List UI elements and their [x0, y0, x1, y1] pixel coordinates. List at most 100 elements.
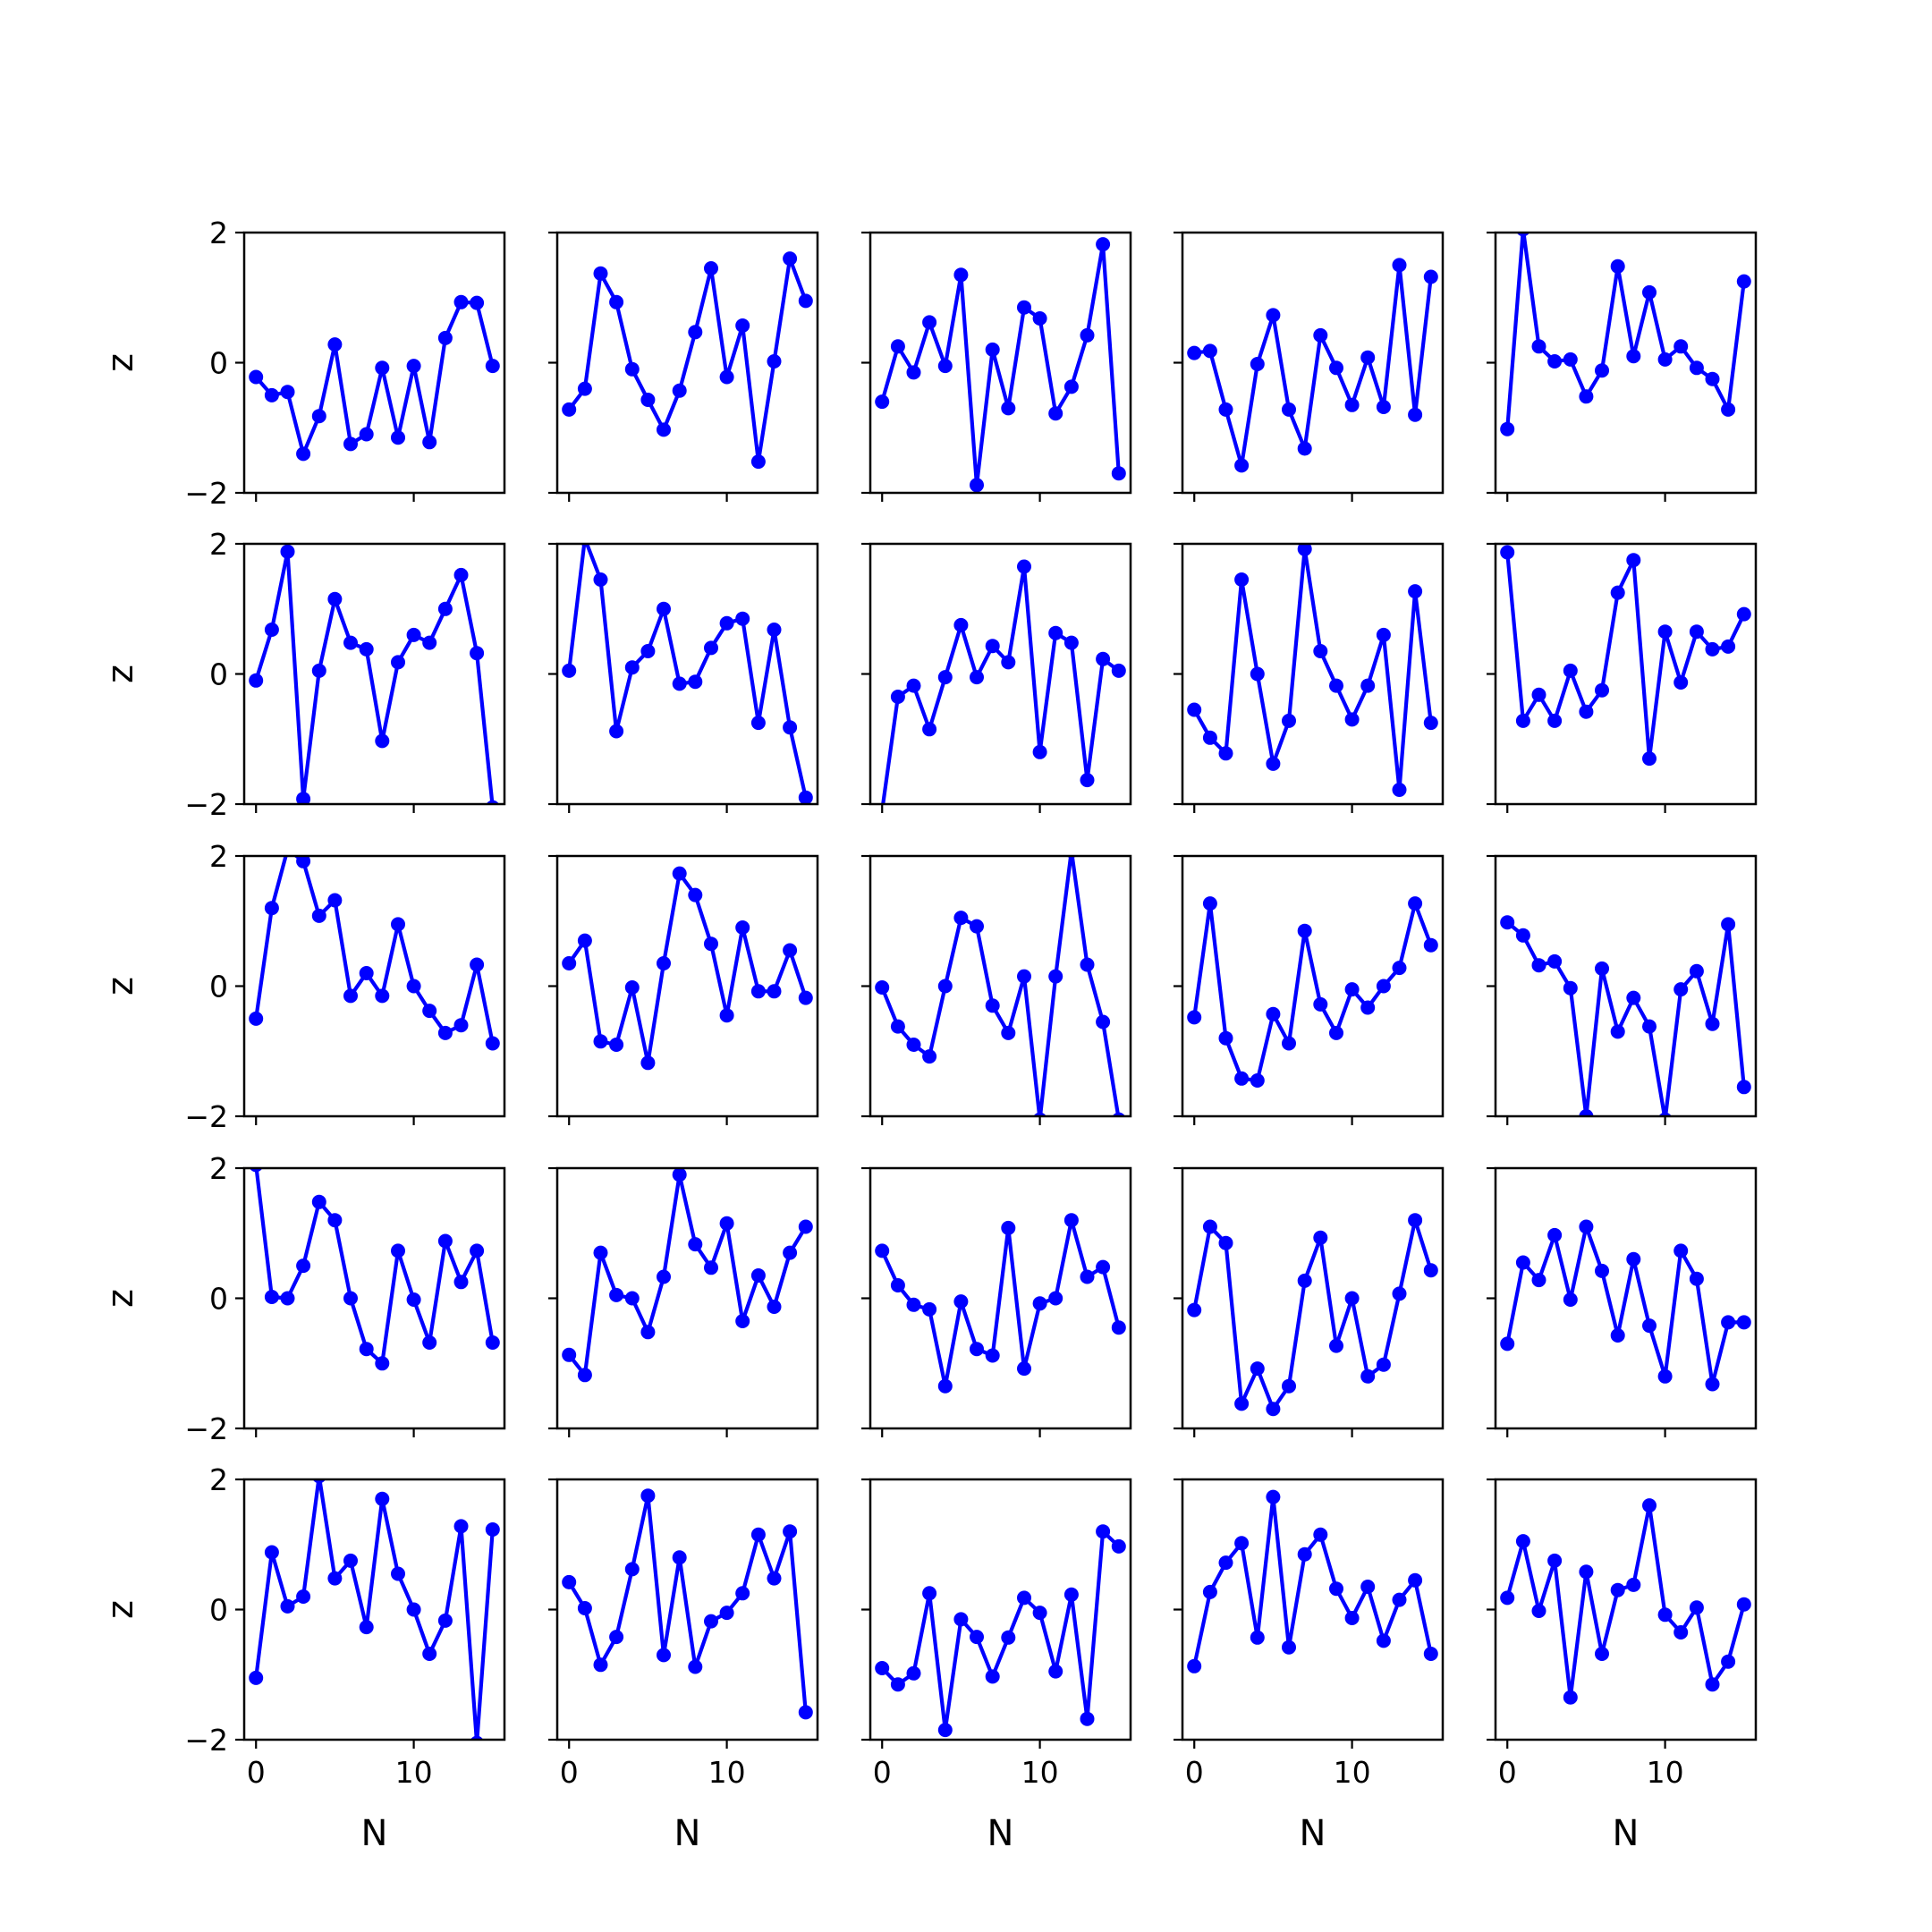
y-tick-label: 0 — [209, 657, 228, 692]
data-point — [1736, 274, 1751, 289]
data-point — [1187, 1658, 1202, 1674]
data-point — [1063, 635, 1079, 650]
data-point — [375, 360, 390, 376]
data-point — [593, 572, 608, 587]
data-point — [1736, 1597, 1751, 1612]
data-point — [672, 383, 687, 398]
data-point — [767, 1571, 782, 1586]
data-point — [906, 365, 921, 380]
data-point — [735, 920, 750, 935]
data-point — [343, 988, 358, 1004]
series-line-group — [875, 1524, 1126, 1738]
panel-r2-c2 — [548, 542, 819, 813]
data-point — [953, 1612, 969, 1627]
series-line-group — [562, 1168, 813, 1383]
data-point — [906, 1297, 921, 1312]
data-point — [890, 1677, 905, 1692]
data-point — [1297, 1273, 1312, 1288]
data-point — [562, 402, 577, 417]
data-point — [406, 359, 421, 374]
series-line — [1193, 263, 1433, 468]
data-point — [640, 1055, 656, 1071]
data-point — [953, 1294, 969, 1309]
data-point — [1329, 678, 1343, 693]
data-point — [1721, 639, 1736, 654]
data-point — [624, 1291, 640, 1306]
data-point — [1689, 624, 1704, 640]
data-point — [704, 936, 718, 952]
data-point — [1048, 406, 1063, 421]
data-point — [1408, 584, 1423, 599]
y-axis-label: z — [100, 977, 141, 996]
data-point — [750, 716, 766, 731]
data-point — [1721, 1654, 1736, 1669]
data-point — [593, 1657, 608, 1673]
data-point — [264, 1290, 279, 1304]
data-point — [798, 790, 813, 804]
series-line — [1192, 1218, 1433, 1411]
data-point — [937, 359, 953, 374]
data-point — [437, 1025, 453, 1040]
data-point — [1657, 624, 1673, 640]
data-point — [437, 601, 453, 616]
series-line-group — [1500, 1219, 1751, 1392]
data-point — [1626, 1577, 1641, 1592]
x-tick-label: 10 — [708, 1755, 746, 1790]
data-point — [1344, 1291, 1360, 1306]
data-point — [1423, 1263, 1438, 1278]
data-point — [1642, 1318, 1657, 1334]
data-point — [953, 617, 969, 632]
data-point — [406, 1292, 421, 1307]
data-point — [985, 639, 1000, 654]
data-point — [1111, 1320, 1126, 1335]
data-point — [1282, 402, 1296, 417]
y-tick-label: 2 — [209, 839, 228, 874]
data-point — [672, 866, 687, 881]
data-point — [1234, 1396, 1250, 1411]
data-point — [1017, 1590, 1031, 1606]
data-point — [922, 1586, 937, 1601]
data-point — [391, 1566, 405, 1581]
data-point — [970, 919, 984, 934]
data-point — [985, 1348, 1000, 1363]
data-point — [1736, 1080, 1751, 1095]
data-point — [1579, 1219, 1594, 1234]
data-point — [1547, 1553, 1563, 1568]
data-point — [1642, 751, 1657, 767]
x-axis-label: N — [361, 1813, 388, 1854]
y-tick-label: 2 — [209, 1462, 228, 1497]
data-point — [1563, 980, 1578, 996]
data-point — [375, 1356, 390, 1371]
y-tick-label: 0 — [209, 1593, 228, 1628]
data-point — [906, 1038, 921, 1052]
x-tick-label: 0 — [1185, 1755, 1204, 1790]
data-point — [1111, 466, 1126, 481]
data-point — [953, 267, 969, 283]
data-point — [609, 724, 624, 739]
series-line — [1505, 920, 1746, 1116]
x-tick-label: 10 — [1647, 1755, 1684, 1790]
data-point — [688, 1237, 703, 1252]
data-point — [1096, 1014, 1111, 1030]
data-point — [624, 1562, 640, 1577]
data-point — [1531, 1604, 1546, 1618]
data-point — [1344, 982, 1360, 997]
data-point — [750, 984, 766, 999]
data-point — [798, 1705, 813, 1720]
series-line — [880, 856, 1121, 1116]
data-point — [311, 409, 326, 424]
data-point — [922, 722, 937, 737]
data-point — [735, 1586, 750, 1601]
data-point — [343, 1291, 358, 1306]
data-point — [391, 655, 405, 670]
data-point — [1048, 625, 1063, 640]
data-point — [672, 676, 687, 691]
data-point — [1610, 1024, 1625, 1039]
data-point — [311, 663, 326, 678]
data-point — [1721, 917, 1736, 932]
data-point — [1563, 352, 1578, 367]
data-point — [767, 984, 782, 999]
data-point — [719, 369, 734, 385]
panel-r2-c3 — [861, 542, 1132, 813]
